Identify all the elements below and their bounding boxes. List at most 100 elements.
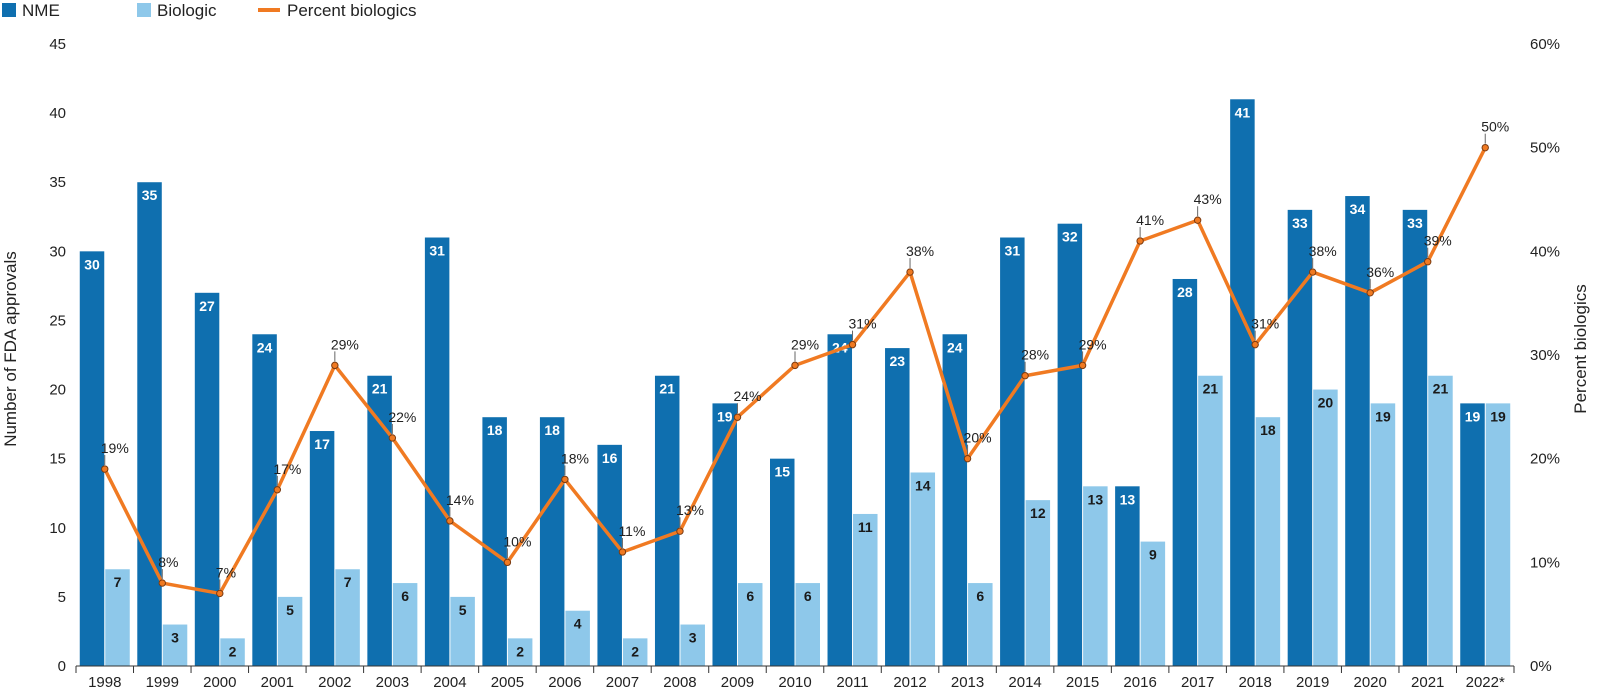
biologic-bar-label: 18 bbox=[1260, 422, 1276, 438]
percent-label: 29% bbox=[331, 336, 359, 352]
percent-label: 29% bbox=[1079, 336, 1107, 352]
right-tick-label: 30% bbox=[1530, 347, 1560, 364]
percent-label: 28% bbox=[1021, 347, 1049, 363]
x-tick-label: 2022* bbox=[1466, 674, 1505, 691]
biologic-bar-label: 12 bbox=[1030, 505, 1046, 521]
left-tick-label: 15 bbox=[49, 451, 66, 468]
x-tick-label: 2018 bbox=[1238, 674, 1271, 691]
biologic-bar bbox=[1485, 403, 1511, 666]
percent-point bbox=[1021, 372, 1029, 380]
x-tick-label: 1999 bbox=[146, 674, 179, 691]
percent-label: 31% bbox=[1251, 316, 1279, 332]
nme-bar-label: 32 bbox=[1062, 229, 1078, 245]
nme-bar bbox=[137, 182, 162, 666]
x-tick-label: 2007 bbox=[606, 674, 639, 691]
x-tick-label: 2014 bbox=[1008, 674, 1041, 691]
biologic-bar-label: 13 bbox=[1088, 491, 1104, 507]
x-tick-label: 2011 bbox=[836, 674, 868, 691]
biologic-bar bbox=[910, 472, 936, 666]
biologic-bar bbox=[1255, 417, 1281, 666]
biologic-bar-label: 4 bbox=[574, 616, 582, 632]
nme-bar bbox=[1057, 223, 1083, 666]
percent-line-layer: 19% 8% 7% 17% 29% 22% 14% 10% 18% 11% 13% 24% 29% 31%… bbox=[101, 119, 1509, 598]
percent-point bbox=[446, 517, 454, 525]
percent-label: 31% bbox=[849, 316, 877, 332]
percent-point bbox=[561, 475, 569, 484]
percent-point bbox=[618, 548, 627, 556]
biologic-bar-label: 21 bbox=[1433, 381, 1449, 397]
percent-label: 8% bbox=[158, 554, 178, 570]
percent-label: 38% bbox=[906, 243, 934, 259]
percent-point bbox=[963, 454, 972, 463]
nme-bar bbox=[79, 251, 105, 667]
percent-label: 36% bbox=[1366, 264, 1394, 280]
nme-bar-label: 41 bbox=[1235, 104, 1251, 120]
x-tick-label: 2006 bbox=[548, 674, 581, 691]
nme-bar bbox=[885, 348, 910, 666]
nme-bar bbox=[597, 444, 622, 666]
percent-point bbox=[848, 340, 857, 349]
percent-point bbox=[101, 465, 109, 473]
x-tick-label: 2005 bbox=[491, 674, 524, 691]
percent-point bbox=[1136, 237, 1144, 245]
left-tick-label: 0 bbox=[58, 658, 66, 675]
biologic-bar bbox=[1025, 500, 1051, 666]
left-axis-title: Number of FDA approvals bbox=[1, 251, 20, 447]
biologic-bar bbox=[968, 583, 993, 666]
biologic-bar bbox=[1198, 375, 1223, 666]
biologic-bar-label: 2 bbox=[631, 643, 639, 659]
biologic-bar-label: 7 bbox=[114, 574, 122, 590]
x-tick-label: 2002 bbox=[318, 674, 351, 691]
legend-label-biologic: Biologic bbox=[157, 1, 217, 20]
percent-label: 11% bbox=[618, 523, 645, 539]
nme-bar-label: 28 bbox=[1177, 284, 1193, 300]
percent-label: 41% bbox=[1136, 212, 1164, 228]
biologic-bar bbox=[220, 638, 245, 666]
nme-bar-label: 21 bbox=[372, 381, 388, 397]
percent-label: 43% bbox=[1194, 191, 1222, 207]
percent-label: 29% bbox=[791, 336, 819, 352]
nme-bar-label: 18 bbox=[487, 422, 503, 438]
x-tick-label: 2001 bbox=[261, 674, 294, 691]
right-axis-title: Percent biologics bbox=[1571, 284, 1590, 413]
nme-bar-label: 34 bbox=[1350, 201, 1366, 217]
biologic-bar-label: 6 bbox=[746, 588, 754, 604]
biologic-bar bbox=[1083, 486, 1108, 666]
biologic-bar-label: 5 bbox=[459, 602, 467, 618]
x-tick-label: 2017 bbox=[1181, 674, 1214, 691]
percent-point bbox=[906, 268, 914, 276]
biologic-bar bbox=[105, 569, 130, 666]
percent-label: 20% bbox=[964, 430, 992, 446]
biologic-bar bbox=[622, 638, 648, 666]
percent-point bbox=[331, 361, 339, 370]
nme-bar-label: 33 bbox=[1407, 215, 1423, 231]
nme-bar bbox=[1460, 403, 1485, 666]
nme-bar-label: 33 bbox=[1292, 215, 1308, 231]
percent-point bbox=[1424, 258, 1432, 266]
biologic-bar bbox=[507, 638, 533, 666]
nme-bar bbox=[827, 334, 853, 666]
percent-label: 18% bbox=[561, 450, 589, 466]
percent-point bbox=[1251, 340, 1259, 349]
biologic-bar-label: 9 bbox=[1149, 547, 1157, 563]
biologic-bar-label: 7 bbox=[344, 574, 352, 590]
percent-point bbox=[1308, 268, 1317, 276]
biologic-bar-label: 3 bbox=[689, 630, 697, 646]
biologic-bar-label: 2 bbox=[229, 643, 237, 659]
nme-bar bbox=[1230, 99, 1255, 667]
percent-label: 14% bbox=[446, 492, 474, 508]
biologic-bar bbox=[737, 583, 763, 666]
left-tick-label: 5 bbox=[58, 589, 66, 606]
x-tick-label: 1998 bbox=[88, 674, 121, 691]
biologic-bar-label: 19 bbox=[1375, 408, 1391, 424]
percent-point bbox=[1481, 143, 1489, 152]
nme-bar bbox=[1172, 278, 1198, 666]
biologic-bar bbox=[277, 596, 303, 666]
x-tick-label: 2012 bbox=[893, 674, 926, 691]
bars-layer: 3073532722451772163151821841622131961562… bbox=[79, 99, 1511, 667]
nme-bar bbox=[482, 417, 507, 666]
left-tick-label: 25 bbox=[49, 312, 66, 329]
nme-bar bbox=[424, 237, 450, 666]
x-tick-label: 2010 bbox=[778, 674, 811, 691]
biologic-bar-label: 20 bbox=[1318, 395, 1334, 411]
